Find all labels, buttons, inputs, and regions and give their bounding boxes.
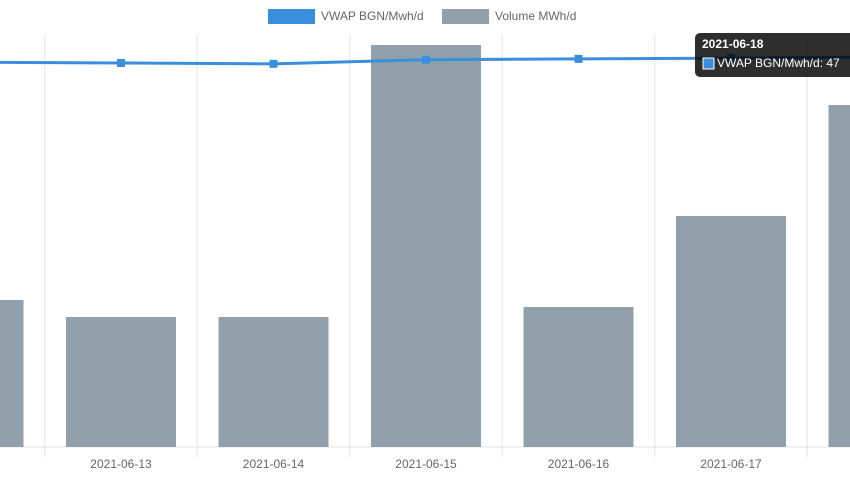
legend-swatch[interactable] [268,9,315,24]
legend-label[interactable]: VWAP BGN/Mwh/d [321,9,424,23]
tooltip-box [695,33,850,77]
point [574,54,583,63]
point [422,55,430,64]
x-tick-label: 2021-06-13 [90,457,152,471]
x-tick-label: 2021-06-14 [243,457,305,471]
tooltip-swatch [702,57,715,70]
tooltip-text: VWAP BGN/Mwh/d: 47 [717,56,840,70]
x-tick-label: 2021-06-15 [395,457,457,471]
bar [66,317,176,447]
bar [218,317,329,447]
legend-label[interactable]: Volume MWh/d [495,9,576,23]
tooltip-title: 2021-06-18 [702,37,764,51]
legend-swatch[interactable] [442,9,489,24]
bar [523,307,634,447]
bar [0,300,24,447]
x-tick-label: 2021-06-17 [700,457,762,471]
bar [828,105,850,447]
tooltip: 2021-06-18 VWAP BGN/Mwh/d: 47 [695,33,850,77]
x-tick-label: 2021-06-16 [548,457,610,471]
bar [676,215,786,447]
point [117,59,125,68]
bar [371,44,481,448]
point [269,59,278,68]
